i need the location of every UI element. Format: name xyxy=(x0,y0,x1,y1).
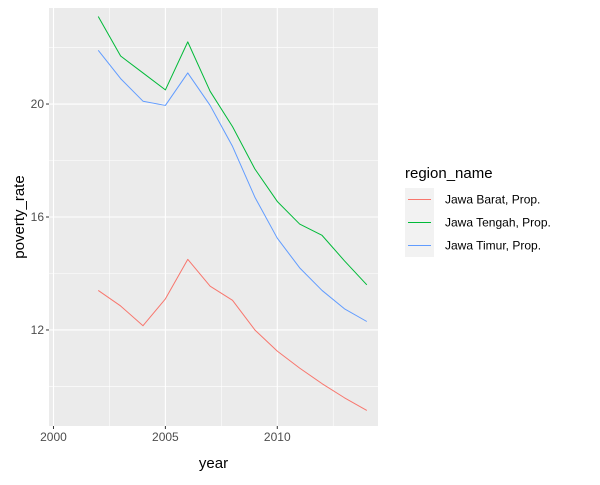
x-tick-label: 2005 xyxy=(152,430,179,444)
legend-entry-label: Jawa Barat, Prop. xyxy=(445,193,540,207)
y-tick-label: 16 xyxy=(31,210,45,224)
legend-title: region_name xyxy=(405,165,493,182)
legend-entry-label: Jawa Timur, Prop. xyxy=(445,239,541,253)
series-line-0 xyxy=(97,258,368,411)
y-axis-title: poverty_rate xyxy=(11,175,28,258)
gridlines xyxy=(49,8,378,426)
series-lines xyxy=(97,16,368,411)
series-line-2 xyxy=(97,50,368,322)
x-axis-title: year xyxy=(199,455,228,472)
series-line-1 xyxy=(97,16,368,286)
x-tick-label: 2010 xyxy=(264,430,291,444)
x-tick-label: 2000 xyxy=(40,430,67,444)
legend: region_name Jawa Barat, Prop. Jawa Tengah… xyxy=(405,165,551,257)
legend-entry-label: Jawa Tengah, Prop. xyxy=(445,216,551,230)
axes: 2000 2005 2010 12 16 20 xyxy=(31,97,291,444)
y-tick-label: 20 xyxy=(31,97,45,111)
y-tick-label: 12 xyxy=(31,323,45,337)
